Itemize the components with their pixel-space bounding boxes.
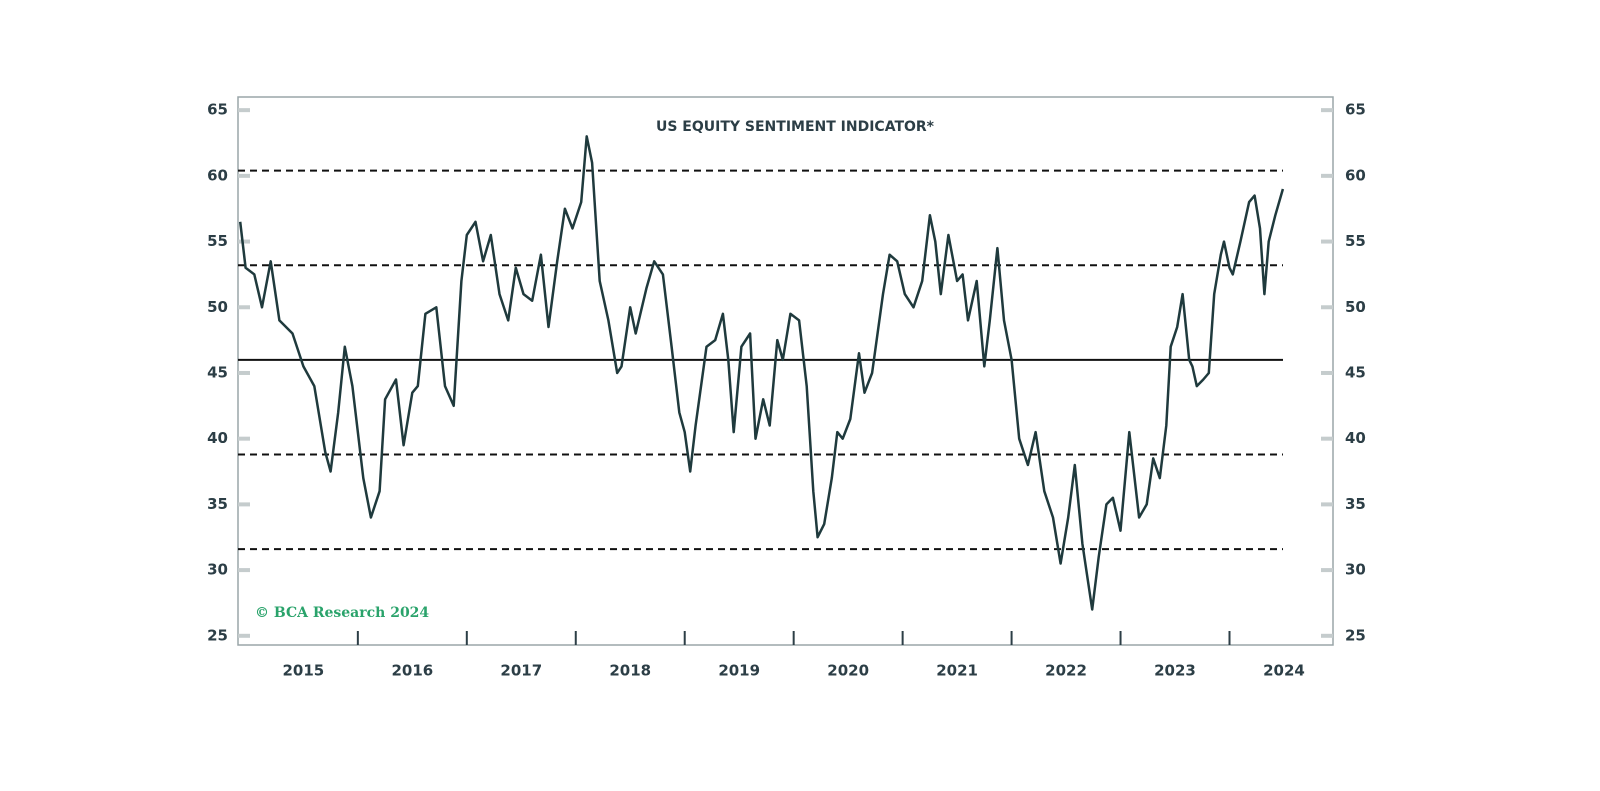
sentiment-line — [238, 135, 1285, 611]
y-tick-label: 45 — [207, 363, 228, 381]
x-tick-label: 2019 — [718, 662, 760, 680]
x-tick-label: 2020 — [827, 662, 869, 680]
y2-tick-label: 40 — [1345, 429, 1366, 447]
y2-tick-label: 45 — [1345, 363, 1366, 381]
y2-tick-label: 25 — [1345, 626, 1366, 644]
y-tick-label: 25 — [207, 626, 228, 644]
x-tick-label: 2022 — [1045, 662, 1087, 680]
y-tick-label: 55 — [207, 232, 228, 250]
y2-tick-label: 60 — [1345, 166, 1366, 184]
y2-tick-label: 50 — [1345, 298, 1366, 316]
y2-tick-label: 35 — [1345, 495, 1366, 513]
x-tick-label: 2023 — [1154, 662, 1196, 680]
y-tick-label: 60 — [207, 166, 228, 184]
chart-title: US EQUITY SENTIMENT INDICATOR* — [656, 119, 935, 135]
copyright: © BCA Research 2024 — [255, 605, 429, 621]
y-tick-label: 40 — [207, 429, 228, 447]
y-tick-label: 35 — [207, 495, 228, 513]
x-tick-label: 2016 — [391, 662, 433, 680]
y-tick-label: 30 — [207, 561, 228, 579]
x-tick-label: 2021 — [936, 662, 978, 680]
x-tick-label: 2015 — [282, 662, 324, 680]
y2-tick-label: 65 — [1345, 101, 1366, 119]
x-tick-label: 2024 — [1263, 662, 1305, 680]
y-tick-label: 50 — [207, 298, 228, 316]
y2-tick-label: 30 — [1345, 561, 1366, 579]
y-tick-label: 65 — [207, 101, 228, 119]
x-tick-label: 2018 — [609, 662, 651, 680]
y2-tick-label: 55 — [1345, 232, 1366, 250]
x-tick-label: 2017 — [500, 662, 542, 680]
